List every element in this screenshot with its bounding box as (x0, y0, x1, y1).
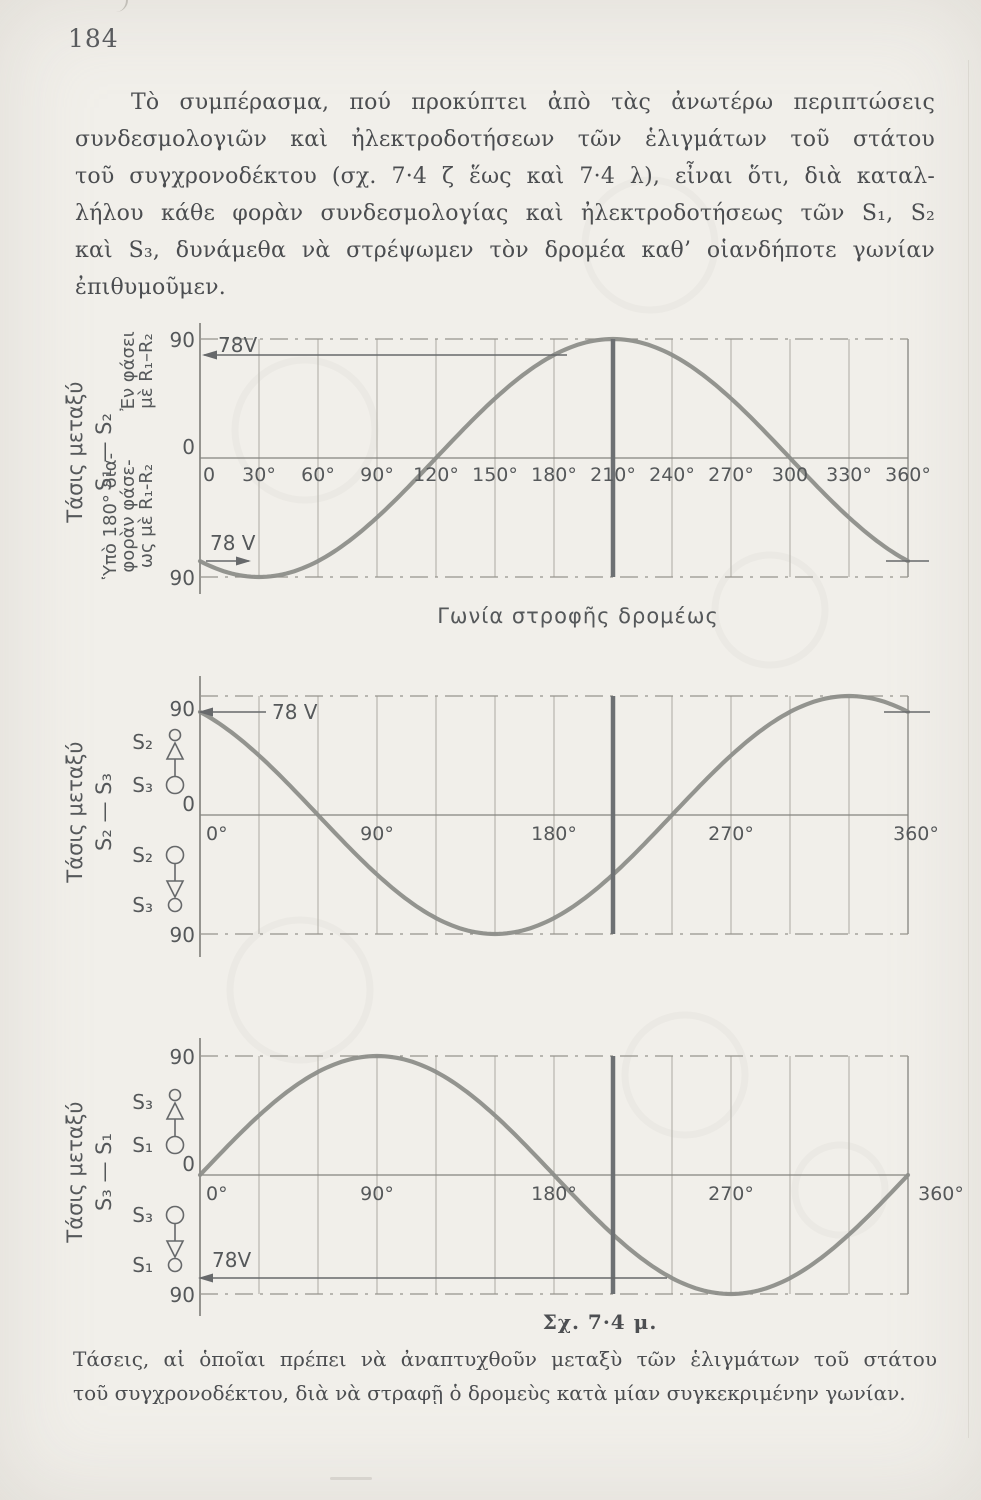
terminal-label: S₃ (132, 773, 153, 797)
terminal-label: S₂ (132, 843, 153, 867)
y-tick-label: 0 (182, 1152, 195, 1176)
voltage-annotation: 78 V (210, 531, 256, 555)
terminal-label: S₁ (132, 1253, 153, 1277)
terminal-label: S₃ (132, 1203, 153, 1227)
x-tick-label: 120° (413, 464, 459, 486)
phase-note: ως μὲ R₁-R₂ (136, 464, 157, 568)
terminal-label: S₃ (132, 893, 153, 917)
voltage-annotation: 78 V (272, 700, 318, 724)
x-tick-label: 300 (772, 464, 808, 486)
terminal-circle-icon (168, 1088, 182, 1102)
terminal-circle-icon (168, 728, 182, 742)
caption-line: Τάσεις, αἱ ὁποῖαι πρέπει νὰ ἀναπτυχθοῦν … (73, 1347, 937, 1371)
phase-note: μὲ R₁–R₂ (136, 333, 157, 408)
terminal-label: S₂ (132, 730, 153, 754)
bleed-through-ghost (226, 916, 374, 1064)
arrow-head-left-icon (202, 350, 217, 360)
terminal-label: S₃ (132, 1090, 153, 1114)
phase-note: φορὰν φάσε- (118, 459, 139, 572)
arrow-head-left-icon (198, 707, 213, 717)
arrow-head-right-icon (236, 556, 251, 566)
paragraph-line: ἐπιθυμοῦμεν. (75, 275, 226, 300)
terminal-circle-icon (165, 775, 185, 795)
x-tick-label: 0° (206, 823, 228, 845)
x-tick-label: 360° (885, 464, 931, 486)
x-tick-label: 90° (360, 1183, 394, 1205)
y-axis-title: S₂ — S₃ (92, 773, 116, 851)
y-tick-label: 0 (182, 792, 195, 816)
page-number: 184 (68, 24, 119, 53)
caption-line: τοῦ συγχρονοδέκτου, διὰ νὰ στραφῇ ὁ δρομ… (73, 1381, 906, 1405)
paragraph-line: καὶ S₃, δυνάμεθα νὰ στρέψωμεν τὸν δρομέα… (75, 238, 935, 263)
bleed-through-ghost (791, 1141, 889, 1239)
terminal-circle-icon (165, 1135, 185, 1155)
bleed-through-ghost (621, 1011, 749, 1139)
x-tick-label: 330° (826, 464, 872, 486)
x-tick-label: 240° (649, 464, 695, 486)
bleed-through-ghost (581, 176, 719, 314)
arrow-up-icon (165, 741, 185, 760)
y-axis-title: Τάσις μεταξύ (63, 741, 87, 883)
y-axis-title: Τάσις μεταξύ (63, 1101, 87, 1243)
figure-number: Σχ. 7·4 μ. (542, 1310, 658, 1334)
x-tick-label: 360° (893, 823, 939, 845)
arrow-down-icon (165, 1240, 185, 1259)
x-tick-label: 90° (360, 464, 394, 486)
voltage-curve (197, 1053, 911, 1297)
x-tick-label: 270° (708, 1183, 754, 1205)
scan-smudge (330, 1477, 372, 1480)
figure-caption: Τάσεις, αἱ ὁποῖαι πρέπει νὰ ἀναπτυχθοῦν … (73, 1342, 937, 1410)
x-tick-label: 150° (472, 464, 518, 486)
paragraph-line: λήλου κάθε φορὰν συνδεσμολογίας καὶ ἠλεκ… (75, 201, 935, 226)
x-tick-label: 60° (301, 464, 335, 486)
y-tick-label: 90 (170, 1283, 195, 1307)
bleed-through-ghost (231, 356, 379, 504)
arrow-up-icon (165, 1101, 185, 1120)
y-tick-label: 0 (182, 435, 195, 459)
x-tick-label: 0° (206, 1183, 228, 1205)
y-tick-label: 90 (170, 328, 195, 352)
y-axis-title: S₁ — S₂ (92, 413, 116, 491)
x-tick-label: 270° (708, 823, 754, 845)
paragraph-line: Τὸ συμπέρασμα, πού προκύπτει ἀπὸ τὰς ἀνω… (131, 90, 935, 115)
arrow-head-left-icon (198, 1273, 213, 1283)
paragraph-line: τοῦ συγχρονοδέκτου (σχ. 7·4 ζ ἕως καὶ 7·… (75, 164, 935, 189)
body-paragraph: Τὸ συμπέρασμα, πού προκύπτει ἀπὸ τὰς ἀνω… (75, 84, 935, 306)
bleed-through-ghost (711, 551, 829, 669)
x-tick-label: 90° (360, 823, 394, 845)
voltage-annotation: 78V (212, 1248, 251, 1272)
y-tick-label: 90 (170, 1045, 195, 1069)
x-tick-label: 0 (203, 464, 215, 486)
y-tick-label: 90 (170, 923, 195, 947)
voltage-annotation: 78V (218, 333, 257, 357)
x-axis-title: Γωνία στροφῆς δρομέως (437, 604, 719, 628)
phase-note: Ἐν φάσει (118, 331, 139, 411)
x-tick-label: 180° (531, 823, 577, 845)
y-axis-title: S₃ — S₁ (92, 1133, 116, 1211)
paragraph-line: συνδεσμολογιῶν καὶ ἠλεκτροδοτήσεων τῶν ἑ… (75, 127, 935, 152)
terminal-circle-icon (165, 1205, 185, 1225)
voltage-curve (197, 693, 911, 937)
terminal-circle-icon (167, 897, 183, 913)
y-tick-label: 90 (170, 566, 195, 590)
terminal-label: S₁ (132, 1133, 153, 1157)
y-tick-label: 90 (170, 697, 195, 721)
x-tick-label: 270° (708, 464, 754, 486)
x-tick-label: 180° (531, 464, 577, 486)
y-axis-title: Τάσις μεταξύ (63, 381, 87, 523)
scan-edge-line (968, 60, 969, 1438)
terminal-circle-icon (165, 845, 185, 865)
x-tick-label: 30° (242, 464, 276, 486)
phase-note: Ὑπὸ 180° δια- (100, 453, 121, 579)
x-tick-label: 180° (531, 1183, 577, 1205)
arrow-down-icon (165, 880, 185, 899)
terminal-circle-icon (167, 1257, 183, 1273)
x-tick-label: 210° (590, 464, 636, 486)
x-tick-label: 360° (918, 1183, 964, 1205)
